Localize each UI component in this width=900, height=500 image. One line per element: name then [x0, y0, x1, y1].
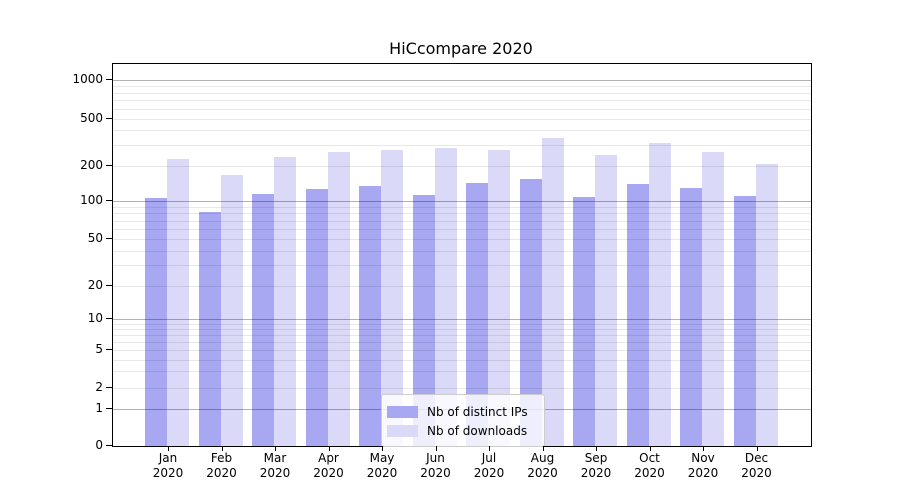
gridline-400	[113, 130, 811, 132]
legend-label-0: Nb of distinct IPs	[427, 404, 528, 419]
y-tick-label-1000: 1000	[72, 72, 103, 87]
legend-swatch-1	[387, 424, 418, 437]
x-tick-mark	[435, 446, 437, 451]
gridline-300	[113, 145, 811, 147]
x-tick-mark	[168, 446, 169, 451]
y-tick-mark	[106, 79, 113, 81]
x-tick-label-jan: Jan 2020	[152, 451, 184, 480]
y-tick-label-50: 50	[87, 231, 103, 245]
x-tick-mark	[328, 446, 330, 451]
y-tick-label-10: 10	[87, 311, 103, 325]
bar-downloads-feb	[220, 174, 243, 446]
gridline-800	[113, 92, 811, 94]
x-tick-mark	[756, 446, 758, 451]
bar-distinct-ips-jun	[412, 195, 435, 446]
gridline-500	[113, 118, 811, 120]
x-tick-mark	[489, 446, 490, 451]
bar-downloads-dec	[755, 164, 778, 446]
legend-swatch-0	[387, 405, 418, 418]
y-tick-label-1: 1	[95, 401, 103, 415]
bar-distinct-ips-jul	[466, 182, 488, 446]
x-tick-label-feb: Feb 2020	[206, 451, 237, 480]
x-tick-mark	[382, 446, 383, 451]
bar-downloads-jan	[167, 159, 189, 446]
x-tick-label-jul: Jul 2020	[473, 451, 505, 480]
x-tick-label-jun: Jun 2020	[420, 451, 451, 480]
x-tick-mark	[221, 446, 223, 451]
bar-downloads-sep	[595, 155, 617, 446]
bar-distinct-ips-oct	[626, 184, 649, 446]
x-tick-label-aug: Aug 2020	[527, 451, 558, 480]
legend-row-0: Nb of distinct IPs	[387, 402, 536, 421]
plot-area: Nb of distinct IPs Nb of downloads	[112, 63, 812, 447]
bar-downloads-mar	[274, 156, 296, 446]
x-tick-label-mar: Mar 2020	[259, 451, 291, 480]
chart-title: HiCcompare 2020	[389, 39, 533, 58]
bar-distinct-ips-sep	[573, 196, 595, 446]
bar-downloads-aug	[541, 137, 564, 446]
bar-distinct-ips-dec	[733, 195, 756, 446]
y-tick-mark	[106, 117, 113, 119]
x-tick-mark	[275, 446, 276, 451]
y-tick-mark	[106, 199, 113, 201]
bar-downloads-jul	[488, 149, 510, 446]
y-tick-mark	[106, 238, 113, 239]
bar-downloads-may	[381, 149, 403, 446]
y-tick-label-0: 0	[95, 437, 103, 452]
x-tick-label-nov: Nov 2020	[687, 451, 719, 480]
x-tick-mark	[542, 446, 544, 451]
bar-downloads-oct	[648, 143, 671, 446]
x-tick-label-may: May 2020	[366, 451, 398, 480]
x-tick-label-oct: Oct 2020	[634, 451, 665, 480]
bar-downloads-jun	[434, 147, 457, 446]
legend-label-1: Nb of downloads	[427, 423, 528, 438]
x-tick-label-apr: Apr 2020	[313, 451, 344, 480]
x-tick-mark	[649, 446, 651, 451]
gridline-900	[113, 86, 811, 88]
y-tick-mark	[106, 387, 113, 388]
y-tick-label-100: 100	[80, 192, 103, 207]
y-tick-mark	[106, 408, 113, 409]
bar-distinct-ips-aug	[519, 178, 542, 446]
x-tick-label-sep: Sep 2020	[580, 451, 612, 480]
y-tick-label-20: 20	[87, 278, 103, 293]
gridline-1000	[113, 80, 811, 82]
bar-distinct-ips-may	[359, 185, 381, 446]
y-tick-mark	[106, 285, 113, 287]
bar-distinct-ips-mar	[252, 194, 274, 446]
legend-row-1: Nb of downloads	[387, 421, 536, 440]
gridline-600	[113, 108, 811, 110]
x-tick-label-dec: Dec 2020	[741, 451, 772, 480]
y-tick-mark	[106, 318, 113, 319]
bar-distinct-ips-feb	[198, 211, 221, 446]
gridline-700	[113, 100, 811, 101]
y-tick-label-2: 2	[95, 380, 103, 394]
y-tick-mark	[106, 165, 113, 167]
y-tick-label-200: 200	[80, 158, 103, 173]
y-tick-label-500: 500	[80, 110, 103, 125]
x-tick-mark	[703, 446, 704, 451]
bar-distinct-ips-apr	[305, 189, 328, 446]
y-tick-label-5: 5	[95, 342, 103, 357]
legend: Nb of distinct IPs Nb of downloads	[381, 394, 545, 447]
bar-downloads-apr	[327, 152, 350, 446]
bar-distinct-ips-nov	[680, 188, 702, 446]
bar-distinct-ips-jan	[145, 198, 167, 446]
bar-downloads-nov	[702, 151, 724, 446]
y-tick-mark	[106, 349, 113, 351]
y-tick-mark	[106, 444, 113, 446]
x-tick-mark	[596, 446, 597, 451]
